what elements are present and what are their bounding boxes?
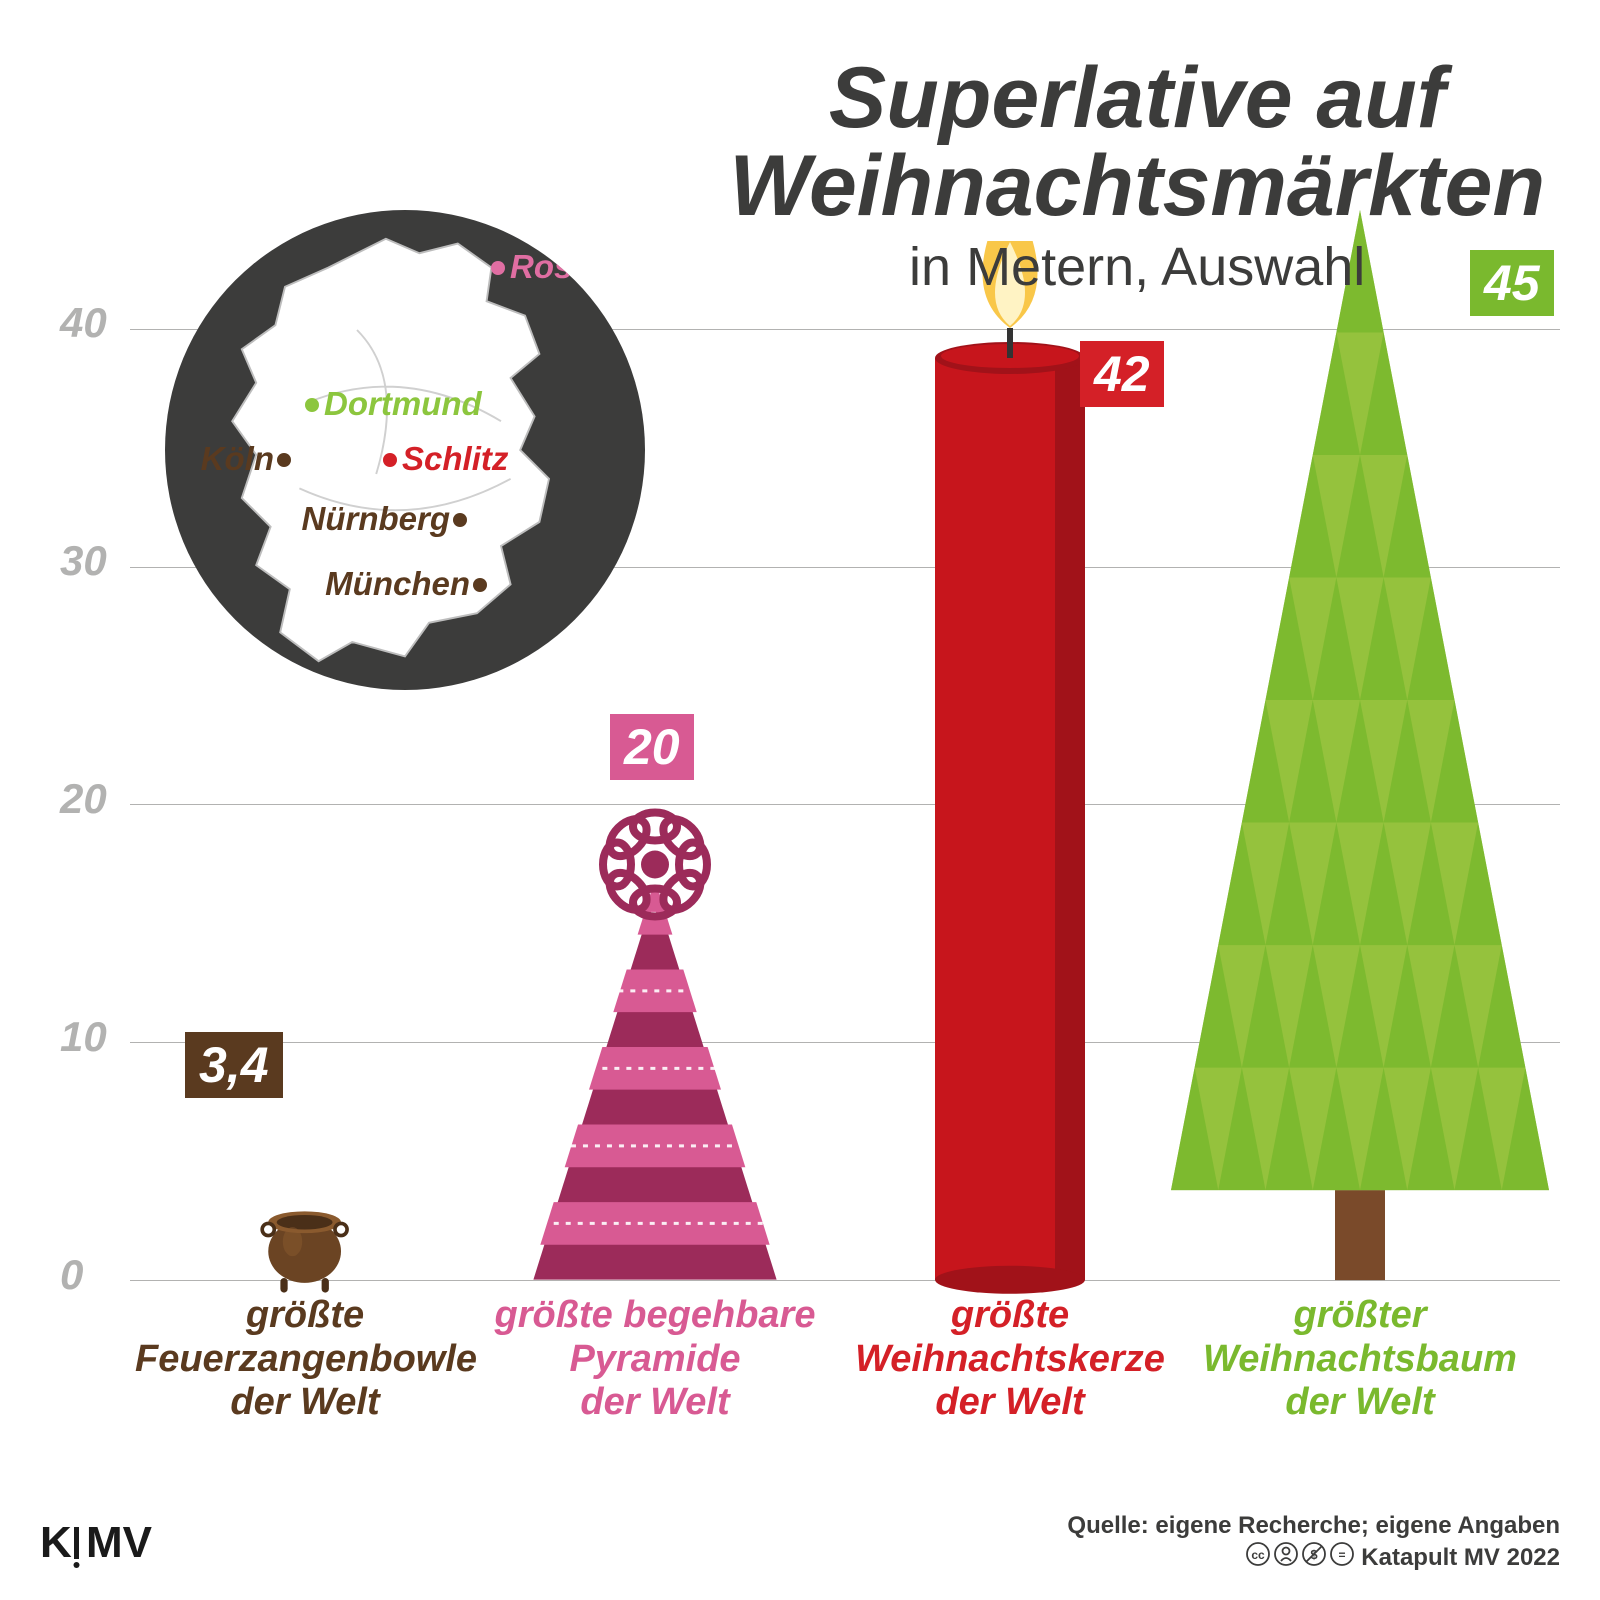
credit-text: Katapult MV 2022 xyxy=(1361,1542,1560,1573)
value-badge: 20 xyxy=(610,714,694,780)
source-text: Quelle: eigene Recherche; eigene Angaben xyxy=(1067,1510,1560,1541)
city-label: Köln xyxy=(201,440,274,478)
map-inset: Rostock Dortmund Köln Schlitz Nürnberg Münche… xyxy=(165,210,645,690)
subtitle: in Metern, Auswahl xyxy=(729,236,1545,298)
footer-credits: Quelle: eigene Recherche; eigene Angaben… xyxy=(1067,1510,1560,1575)
city-dot xyxy=(453,513,467,527)
svg-text:MV: MV xyxy=(86,1518,153,1567)
cauldron-icon xyxy=(244,1181,365,1302)
value-badge: 3,4 xyxy=(185,1032,283,1098)
y-tick-label: 20 xyxy=(60,775,107,823)
y-tick-label: 10 xyxy=(60,1013,107,1061)
chart-title: Superlative auf Weihnachtsmärkten in Met… xyxy=(729,55,1545,298)
y-tick-label: 30 xyxy=(60,537,107,585)
x-axis-label: größte begehbarePyramideder Welt xyxy=(485,1294,825,1425)
logo: K MV xyxy=(40,1515,170,1575)
city-label: Rostock xyxy=(510,248,640,286)
title-line-1: Superlative auf xyxy=(729,55,1545,143)
svg-text:cc: cc xyxy=(1252,1548,1266,1562)
city-label: Nürnberg xyxy=(302,500,451,538)
tree-icon xyxy=(1150,200,1570,1290)
y-tick-label: 0 xyxy=(60,1251,83,1299)
city-dot xyxy=(473,578,487,592)
svg-text:=: = xyxy=(1339,1548,1346,1562)
y-tick-label: 40 xyxy=(60,299,107,347)
value-badge: 42 xyxy=(1080,341,1164,407)
city-dot xyxy=(305,398,319,412)
x-axis-label: größterWeihnachtsbaumder Welt xyxy=(1190,1294,1530,1425)
city-label: München xyxy=(325,565,470,603)
city-label: Dortmund xyxy=(324,385,482,423)
city-label: Schlitz xyxy=(402,440,508,478)
x-axis-label: größteWeihnachtskerzeder Welt xyxy=(840,1294,1180,1425)
title-line-2: Weihnachtsmärkten xyxy=(729,143,1545,231)
pyramid-icon xyxy=(495,784,815,1300)
x-axis-label: größteFeuerzangenbowleder Welt xyxy=(135,1294,475,1425)
cc-icon: cc $ = xyxy=(1245,1541,1355,1575)
svg-text:K: K xyxy=(40,1518,72,1567)
city-dot xyxy=(383,453,397,467)
city-dot xyxy=(491,261,505,275)
city-dot xyxy=(277,453,291,467)
